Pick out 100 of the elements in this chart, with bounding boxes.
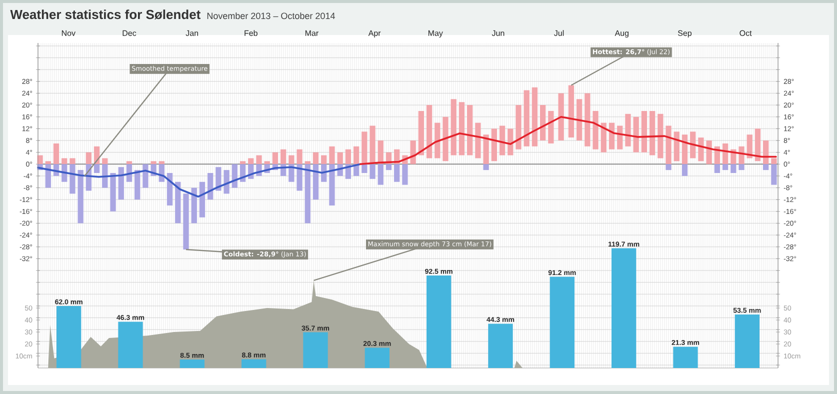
bar: [532, 87, 538, 146]
bar: [191, 188, 197, 224]
bar: [102, 158, 108, 164]
bar: [508, 128, 514, 156]
bar: [491, 128, 498, 162]
x-tick-label: Jul: [554, 30, 564, 36]
bar: [353, 146, 360, 164]
x-tick-label: Dec: [122, 30, 136, 36]
bar: [142, 164, 148, 188]
x-tick-label: Nov: [62, 30, 76, 36]
line-series: [37, 163, 362, 198]
bar: [418, 110, 424, 156]
bar: [540, 105, 546, 140]
bar: [53, 143, 60, 164]
bar: [458, 102, 465, 156]
bar: [224, 170, 230, 194]
bar: [280, 149, 286, 164]
bar: [550, 276, 575, 368]
bar: [617, 126, 623, 150]
bar: [499, 126, 506, 156]
bar: [426, 276, 452, 368]
bar: [442, 116, 448, 162]
bar: [248, 158, 254, 164]
bar: [256, 155, 262, 164]
bar: [264, 161, 270, 164]
bar: [483, 134, 489, 164]
bar: [738, 146, 744, 164]
bar: [426, 105, 432, 158]
bar: [714, 164, 720, 173]
bar: [312, 164, 319, 200]
bar: [304, 164, 310, 224]
bar: [199, 182, 206, 218]
bar: [698, 138, 704, 162]
bar: [175, 182, 181, 224]
bar: [158, 161, 165, 164]
bar: [558, 93, 564, 140]
bar: [45, 164, 51, 188]
bar: [612, 248, 636, 368]
bar: [126, 161, 132, 164]
x-tick-label: Apr: [368, 30, 381, 38]
bar: [576, 99, 582, 140]
bar: [134, 170, 140, 200]
bar: [386, 164, 392, 170]
bar: [754, 128, 761, 162]
bar: [232, 164, 238, 188]
bar: [78, 170, 84, 224]
bar: [62, 158, 68, 164]
bar: [183, 194, 189, 250]
bar: [592, 110, 598, 150]
bar: [118, 322, 143, 368]
bar: [475, 122, 481, 158]
bar: [402, 164, 408, 185]
bar: [483, 164, 489, 170]
bar: [641, 110, 648, 152]
bar: [102, 164, 108, 188]
chart-subtitle: November 2013 – October 2014: [207, 12, 335, 20]
bar: [337, 152, 343, 164]
bar: [584, 93, 590, 146]
bar: [45, 161, 51, 164]
bar: [362, 164, 368, 173]
bar: [730, 164, 736, 173]
x-tick-label: Aug: [614, 30, 629, 38]
bar: [524, 90, 530, 146]
bar: [450, 99, 456, 156]
bar: [516, 105, 522, 150]
bar: [548, 110, 554, 144]
bar: [118, 167, 124, 200]
bar: [110, 172, 116, 212]
bar: [410, 140, 416, 164]
bar: [666, 164, 672, 170]
bar: [600, 122, 606, 152]
bar: [763, 164, 769, 170]
bar: [658, 114, 664, 158]
bar: [240, 161, 246, 164]
bar: [370, 164, 376, 179]
bar: [734, 314, 760, 368]
bar: [673, 346, 698, 368]
x-tick-label: Jan: [186, 30, 198, 36]
bar: [70, 158, 76, 164]
bar: [345, 149, 352, 164]
bar: [362, 132, 368, 164]
bar: [216, 167, 222, 191]
bar: [321, 155, 327, 164]
bar: [722, 164, 728, 170]
bar: [94, 164, 100, 173]
bar: [272, 152, 278, 164]
bar: [378, 164, 384, 185]
x-tick-label: Jun: [492, 30, 504, 36]
bar: [303, 332, 328, 368]
bar: [488, 324, 513, 368]
bar: [70, 164, 76, 194]
x-tick-label: Sep: [678, 30, 692, 38]
bar: [738, 164, 744, 170]
x-tick-label: Mar: [305, 30, 318, 36]
bar: [370, 126, 376, 164]
bar: [394, 164, 400, 182]
bar: [568, 85, 574, 138]
x-tick-label: Oct: [740, 30, 752, 36]
bar: [467, 105, 473, 156]
bar: [180, 360, 205, 368]
